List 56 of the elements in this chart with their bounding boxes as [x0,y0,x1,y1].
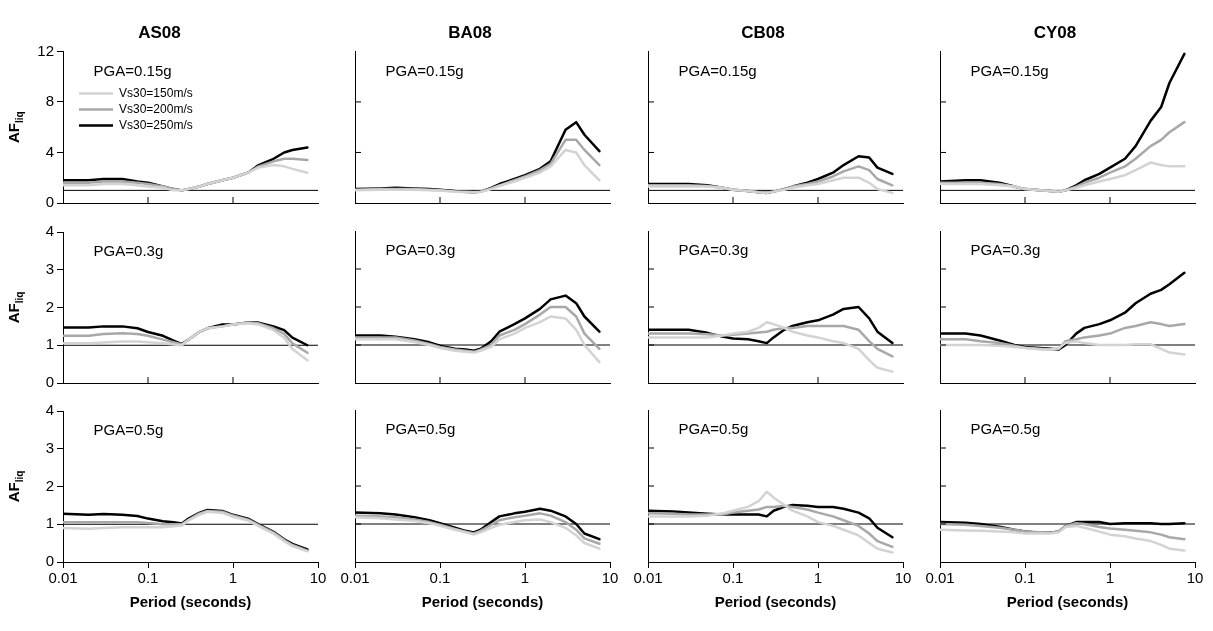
annotation: PGA=0.15g [678,61,757,79]
x-tick-label: 0.1 [429,569,451,587]
y-tick-label: 3 [45,438,54,456]
y-tick-label: 4 [45,222,54,240]
x-tick-label: 0.01 [340,569,370,587]
y-tick-label: 12 [37,41,54,59]
annotation: PGA=0.15g [93,61,172,79]
annotation: PGA=0.3g [970,241,1041,259]
y-tick-label: 3 [45,259,54,277]
x-tick-label: 0.1 [137,569,159,587]
x-tick-label: 1 [1105,569,1115,587]
y-axis-title: AFliq [5,470,25,503]
annotation: PGA=0.15g [385,61,464,79]
y-tick-label: 2 [45,297,54,315]
y-axis-title: AFliq [5,291,25,324]
y-tick-label: 2 [45,476,54,494]
x-tick-label: 10 [309,569,327,587]
annotation: PGA=0.5g [970,420,1041,438]
chart-title: CB08 [741,22,785,42]
y-tick-label: 4 [45,142,54,160]
y-tick-label: 4 [45,401,54,419]
x-axis-title: Period (seconds) [1006,593,1129,611]
legend-label: Vs30=250m/s [119,117,193,132]
annotation: PGA=0.5g [385,420,456,438]
annotation: PGA=0.5g [678,420,749,438]
x-tick-label: 1 [228,569,238,587]
annotation: PGA=0.3g [385,241,456,259]
legend-label: Vs30=200m/s [119,101,193,116]
x-tick-label: 1 [813,569,823,587]
y-axis-title: AFliq [5,111,25,144]
x-tick-label: 10 [1186,569,1204,587]
x-axis-title: Period (seconds) [421,593,544,611]
x-tick-label: 0.01 [48,569,78,587]
x-tick-label: 10 [601,569,619,587]
y-tick-label: 8 [45,92,54,110]
x-tick-label: 0.1 [1014,569,1036,587]
annotation: PGA=0.3g [93,242,164,260]
annotation: PGA=0.15g [970,61,1049,79]
y-tick-label: 1 [45,514,54,532]
x-tick-label: 0.01 [925,569,955,587]
x-tick-label: 0.1 [722,569,744,587]
chart-title: AS08 [138,22,181,42]
x-axis-title: Period (seconds) [714,593,837,611]
legend-label: Vs30=150m/s [119,85,193,100]
y-tick-label: 0 [45,193,54,211]
x-axis-title: Period (seconds) [129,593,252,611]
x-tick-label: 10 [894,569,912,587]
x-tick-label: 0.01 [633,569,663,587]
y-tick-label: 1 [45,335,54,353]
annotation: PGA=0.3g [678,241,749,259]
y-tick-label: 0 [45,373,54,391]
y-tick-label: 0 [45,552,54,570]
chart-title: CY08 [1033,22,1077,42]
annotation: PGA=0.5g [93,421,164,439]
x-tick-label: 1 [520,569,530,587]
chart-title: BA08 [448,22,492,42]
